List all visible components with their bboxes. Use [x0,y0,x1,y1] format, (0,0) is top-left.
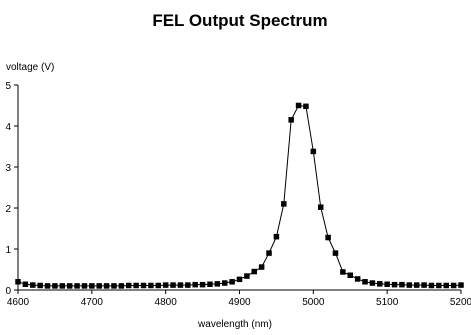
chart-title: FEL Output Spectrum [152,11,327,30]
data-point [155,282,162,289]
data-point [59,283,66,289]
data-point [281,201,287,207]
data-point [15,279,21,285]
data-point [30,282,36,288]
data-point [214,281,221,287]
y-tick-label: 4 [5,122,11,133]
data-point [273,233,280,240]
data-point [406,282,413,288]
data-point [81,283,88,289]
data-point [162,282,169,288]
y-tick-label: 2 [5,204,11,215]
data-point [384,281,390,288]
data-point [362,279,368,285]
y-tick-label: 0 [5,286,11,297]
y-tick-label: 5 [5,81,11,92]
series [15,102,464,289]
data-point [421,282,427,288]
data-point [192,281,198,288]
x-axis-label: wavelength (nm) [197,319,272,330]
data-point [148,282,154,289]
data-point [236,276,243,283]
axes [17,85,461,291]
data-point [199,281,206,288]
x-tick-label: 5100 [376,297,399,308]
data-point [207,281,213,288]
series-line [17,104,462,287]
data-point [66,283,73,289]
data-point [221,280,228,286]
data-point [44,283,51,289]
data-point [251,268,258,275]
data-point [458,282,464,288]
data-point [266,250,272,256]
data-point [96,283,102,289]
data-point [436,282,442,289]
data-point [258,264,265,270]
data-point [347,272,353,278]
data-point [295,102,302,109]
data-point [74,283,80,289]
data-point [177,282,184,288]
data-point [413,282,420,288]
data-point [428,282,435,289]
data-point [288,117,294,123]
data-point [118,283,125,289]
data-point [89,283,95,289]
x-tick-label: 5200 [450,297,471,308]
data-point [170,282,176,288]
data-point [37,282,43,289]
data-point [310,148,317,155]
x-tick-label: 4700 [81,297,104,308]
data-point [244,273,250,279]
x-tick-label: 5000 [302,297,325,308]
data-point [22,281,29,288]
data-point [126,282,132,289]
data-point [185,282,191,288]
data-point [303,103,309,110]
y-tick-label: 1 [5,245,11,256]
data-point [133,282,139,289]
data-point [377,281,383,287]
data-point [369,280,376,286]
data-point [103,283,110,289]
data-point [317,204,324,210]
y-axis-label: voltage (V) [6,62,54,73]
data-point [391,281,398,288]
x-tick-label: 4900 [228,297,251,308]
data-point [332,250,339,256]
x-tick-label: 4800 [155,297,178,308]
data-point [325,234,331,241]
ticks: 4600 4700 4800 4900 5000 5100 5200 0 1 2 3 4 5 [5,81,471,308]
data-point [52,283,58,289]
data-point [111,283,117,289]
data-point [229,279,235,285]
data-point [140,282,147,289]
data-point [399,281,405,288]
data-point [450,282,457,289]
data-point [340,269,346,275]
y-tick-label: 3 [5,163,11,174]
x-tick-label: 4600 [7,297,30,308]
data-point [354,276,361,282]
data-point [443,282,449,289]
